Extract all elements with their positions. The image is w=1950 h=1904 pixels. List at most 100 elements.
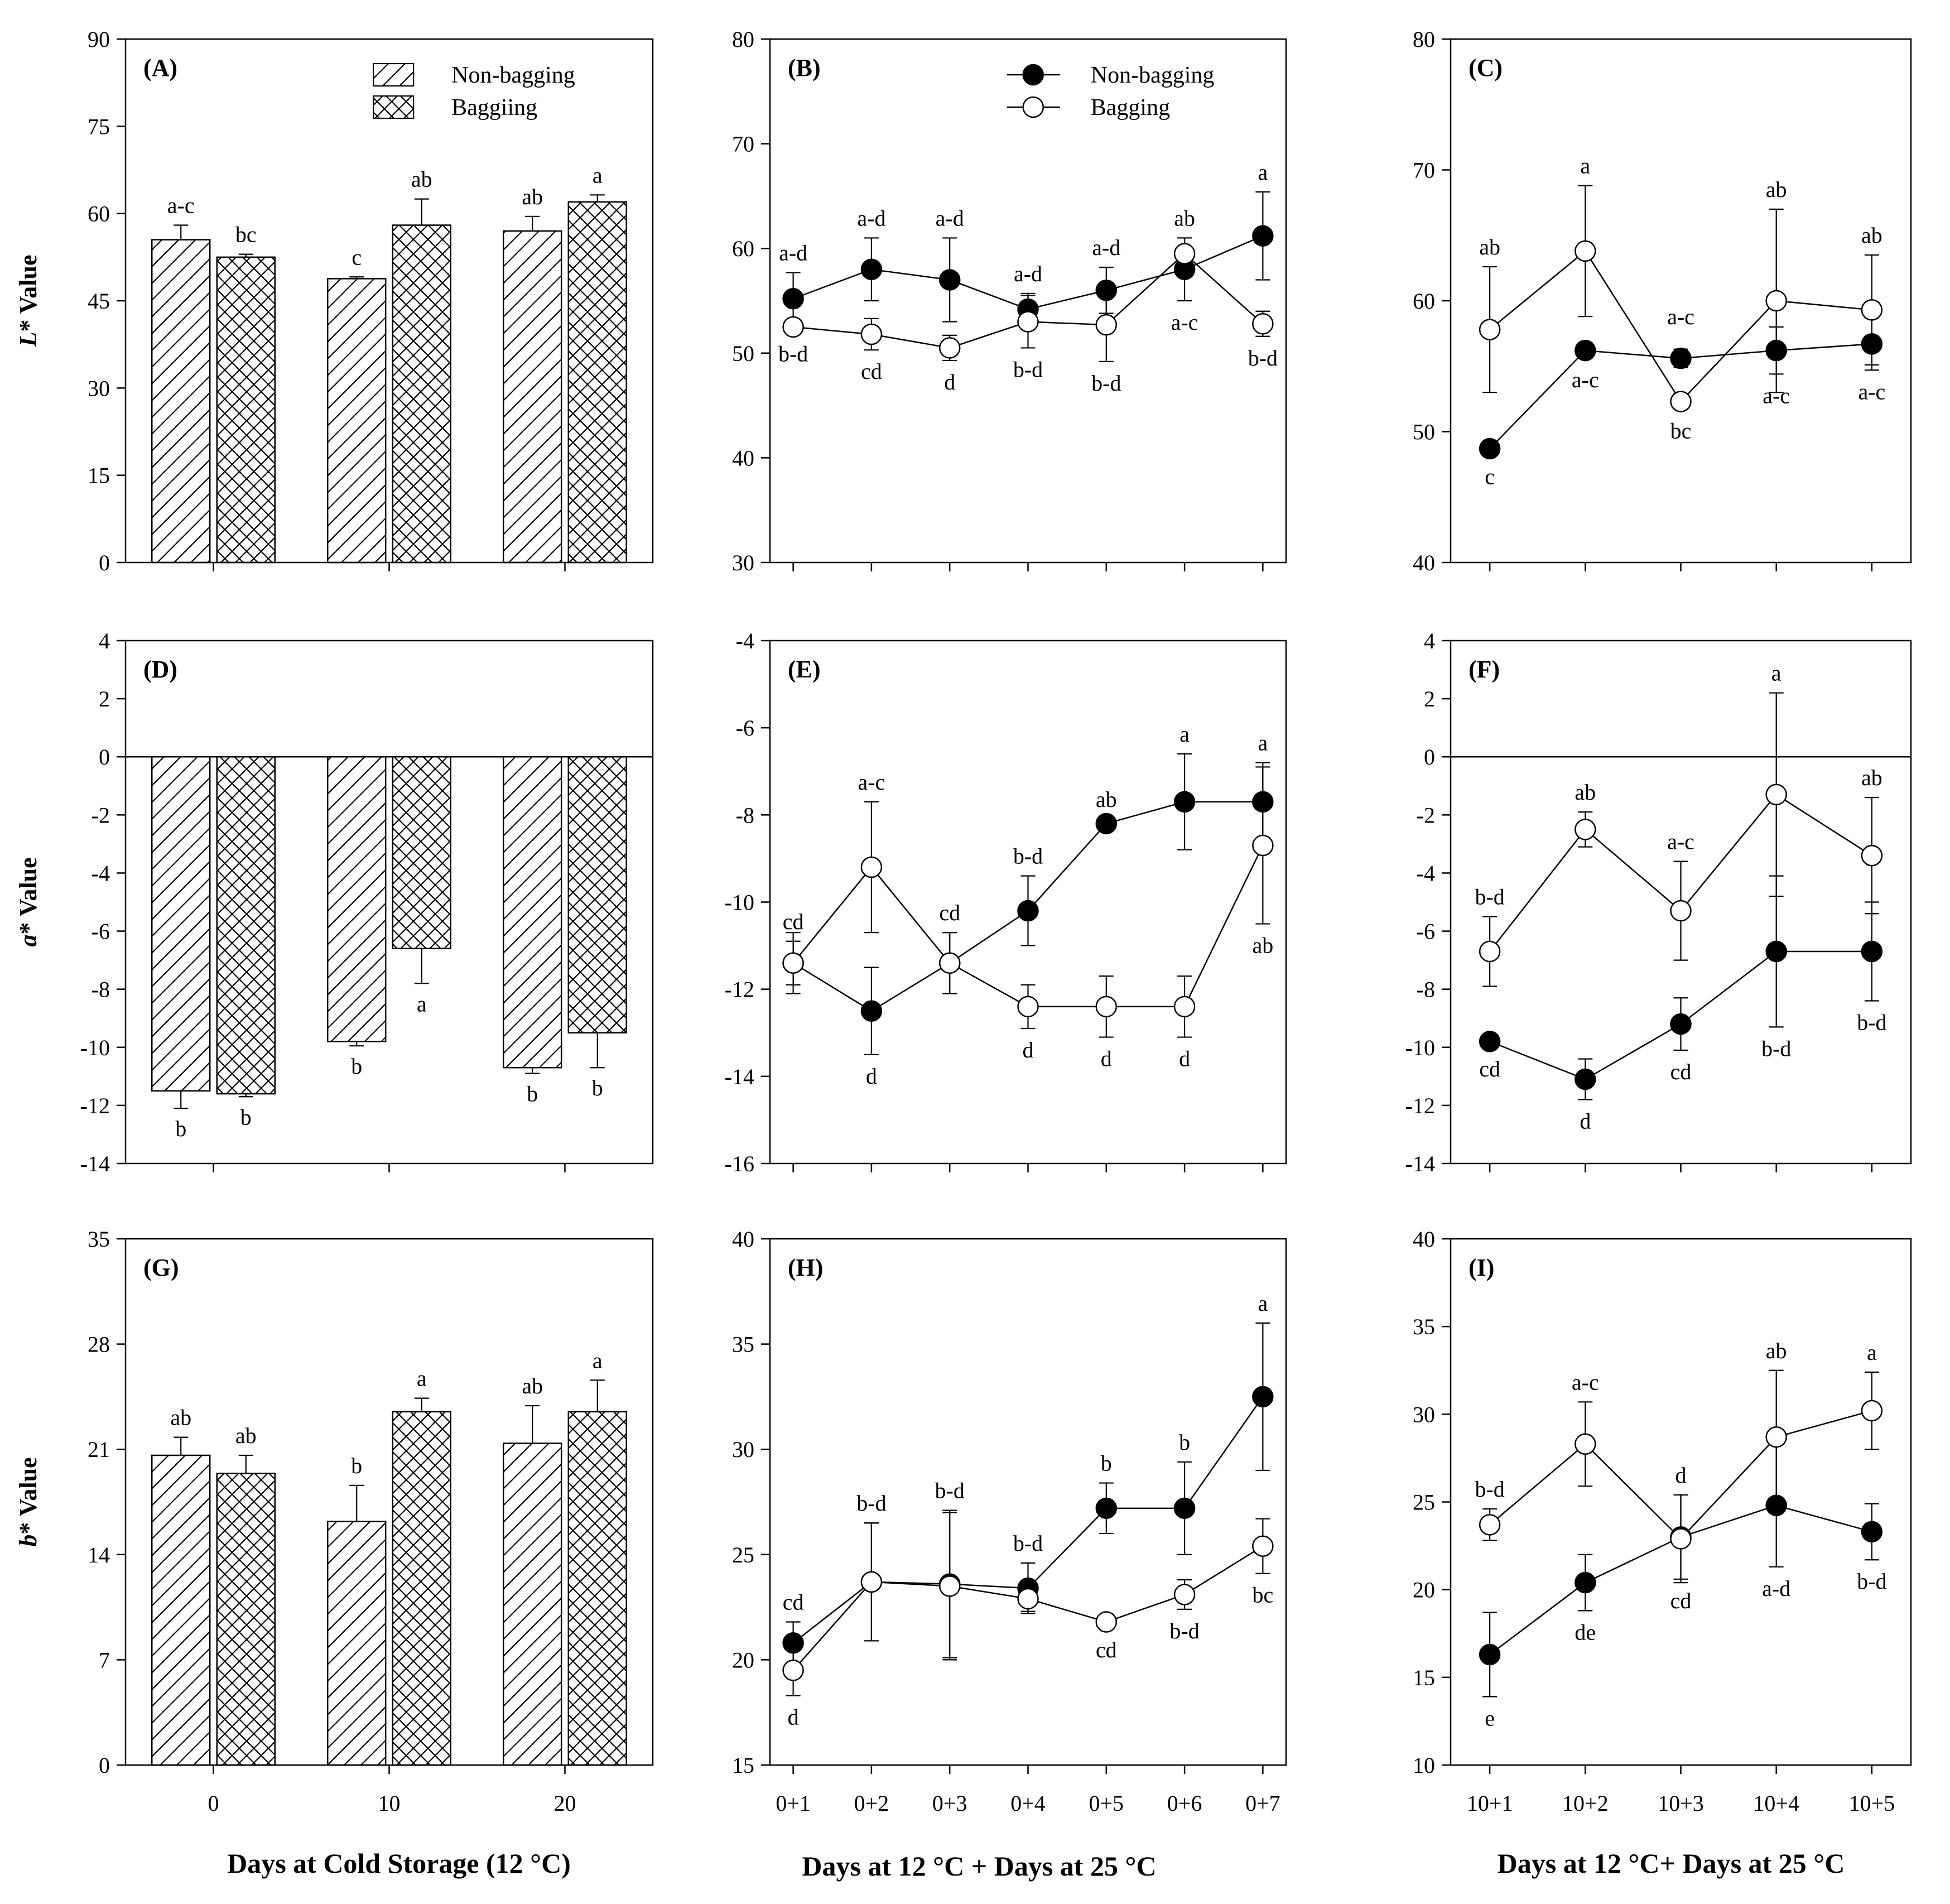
- filled-marker: [1017, 900, 1039, 922]
- x-tick-label: 0+4: [1010, 1791, 1046, 1816]
- filled-marker: [1173, 1497, 1196, 1520]
- y-tick-label: 45: [88, 289, 110, 314]
- bar-cross: [392, 756, 451, 950]
- filled-marker: [1670, 347, 1692, 369]
- open-marker: [1765, 1426, 1787, 1448]
- significance-letter: ab: [1096, 787, 1117, 812]
- y-tick-label: 4: [99, 628, 110, 653]
- y-tick-label: -10: [1405, 1035, 1435, 1060]
- significance-letter: cd: [1479, 1056, 1500, 1081]
- x-axis-title-right: Days at 12 °C+ Days at 25 °C: [1497, 1848, 1845, 1879]
- significance-letter: a: [1771, 661, 1782, 686]
- panel-F: -14 -12 -10 -8 -6 -4 -2 0 2 4 (F) cd d cd b-d b-d b-d ab a…: [1405, 628, 1912, 1176]
- significance-letter: bc: [1670, 419, 1692, 444]
- filled-marker: [1861, 1521, 1883, 1543]
- significance-letter: b-d: [1248, 345, 1278, 371]
- open-marker: [1017, 996, 1039, 1018]
- significance-letter: d: [1580, 1108, 1591, 1133]
- significance-letter: b: [351, 1054, 362, 1079]
- y-tick-label: 25: [732, 1542, 754, 1568]
- y-tick-label: 90: [88, 27, 110, 52]
- significance-letter: a: [1258, 730, 1268, 756]
- filled-marker: [1252, 1386, 1274, 1408]
- open-marker: [1479, 940, 1501, 963]
- y-tick-label: 50: [1413, 420, 1435, 445]
- significance-letter: d: [866, 1064, 877, 1089]
- y-tick-label: 75: [88, 114, 110, 139]
- significance-letter: cd: [783, 909, 804, 934]
- open-marker: [938, 1575, 961, 1597]
- open-marker: [1670, 1528, 1692, 1550]
- significance-letter: d: [1675, 1463, 1687, 1488]
- legend-label: Bagging: [1091, 95, 1170, 121]
- y-tick-label: 50: [732, 341, 754, 366]
- y-tick-label: 0: [99, 550, 110, 575]
- y-tick-label: 80: [732, 27, 754, 52]
- y-tick-label: 20: [1413, 1578, 1435, 1603]
- y-tick-label: 35: [1413, 1314, 1435, 1339]
- open-marker: [1861, 844, 1883, 867]
- x-tick-label: 10+3: [1658, 1791, 1704, 1816]
- bar-cross: [392, 224, 451, 564]
- x-tick-label: 20: [554, 1791, 576, 1816]
- open-marker: [1765, 290, 1787, 312]
- significance-letter: b-d: [1857, 1569, 1886, 1594]
- y-tick-label: 35: [88, 1227, 110, 1252]
- bar-diagonal: [503, 1443, 562, 1766]
- significance-letter: a-d: [779, 240, 807, 265]
- filled-marker: [860, 1000, 883, 1022]
- plot-frame: [1450, 38, 1912, 564]
- panel-B: 30 40 50 60 70 80 (B) a-d a-d a-d a-d a-d a-c a b-d cd d…: [732, 27, 1287, 575]
- open-marker: [938, 952, 961, 974]
- y-tick-label: -8: [736, 802, 754, 828]
- significance-letter: cd: [1670, 1588, 1692, 1613]
- open-marker: [1095, 996, 1118, 1018]
- significance-letter: cd: [939, 900, 960, 925]
- open-marker: [1173, 243, 1196, 265]
- panel-label: (I): [1468, 1254, 1494, 1281]
- filled-marker: [860, 258, 883, 280]
- significance-letter: cd: [783, 1590, 804, 1615]
- filled-marker: [1861, 333, 1883, 355]
- y-tick-label: -14: [80, 1151, 110, 1176]
- significance-letter: a-d: [1014, 261, 1042, 286]
- y-tick-label: -10: [725, 890, 754, 915]
- x-tick-label: 0+6: [1167, 1791, 1202, 1816]
- filled-marker: [1252, 791, 1274, 813]
- open-marker: [1575, 240, 1596, 262]
- y-tick-label: 15: [732, 1753, 754, 1778]
- y-tick-label: 28: [88, 1332, 110, 1357]
- bar-cross: [216, 756, 276, 1095]
- bar-diagonal: [503, 230, 562, 564]
- significance-letter: a-c: [1667, 829, 1694, 854]
- bar-diagonal: [327, 1521, 387, 1766]
- y-tick-label: -12: [725, 977, 754, 1002]
- significance-letter: b: [527, 1081, 538, 1107]
- significance-letter: b-d: [778, 341, 808, 366]
- significance-letter: de: [1575, 1619, 1596, 1645]
- open-marker: [1095, 1611, 1118, 1633]
- significance-letter: b-d: [1475, 1477, 1504, 1502]
- panel-label: (A): [143, 54, 177, 81]
- significance-letter: a: [593, 162, 603, 187]
- significance-letter: b-d: [1169, 1618, 1199, 1643]
- filled-marker: [1765, 940, 1787, 963]
- open-marker: [1173, 996, 1196, 1018]
- open-marker: [782, 316, 804, 338]
- filled-marker: [1861, 940, 1883, 963]
- y-tick-label: 80: [1413, 27, 1435, 52]
- y-tick-label: 35: [732, 1332, 754, 1357]
- significance-letter: ab: [1575, 780, 1596, 805]
- filled-marker: [1173, 791, 1196, 813]
- open-marker: [1861, 1400, 1883, 1422]
- open-marker: [782, 1660, 804, 1681]
- filled-marker: [1670, 1013, 1692, 1035]
- panel-A: 0 15 30 45 60 75 90 (A) a-c c ab bc ab a Non-bagging Ba…: [88, 27, 654, 575]
- filled-marker: [1479, 1031, 1501, 1052]
- open-marker: [1575, 819, 1596, 840]
- significance-letter: a: [1258, 1291, 1268, 1316]
- x-tick-label: 10+2: [1562, 1791, 1609, 1816]
- filled-marker: [1575, 1571, 1596, 1594]
- y-tick-label: -12: [80, 1093, 110, 1118]
- significance-letter: b-d: [856, 1490, 886, 1516]
